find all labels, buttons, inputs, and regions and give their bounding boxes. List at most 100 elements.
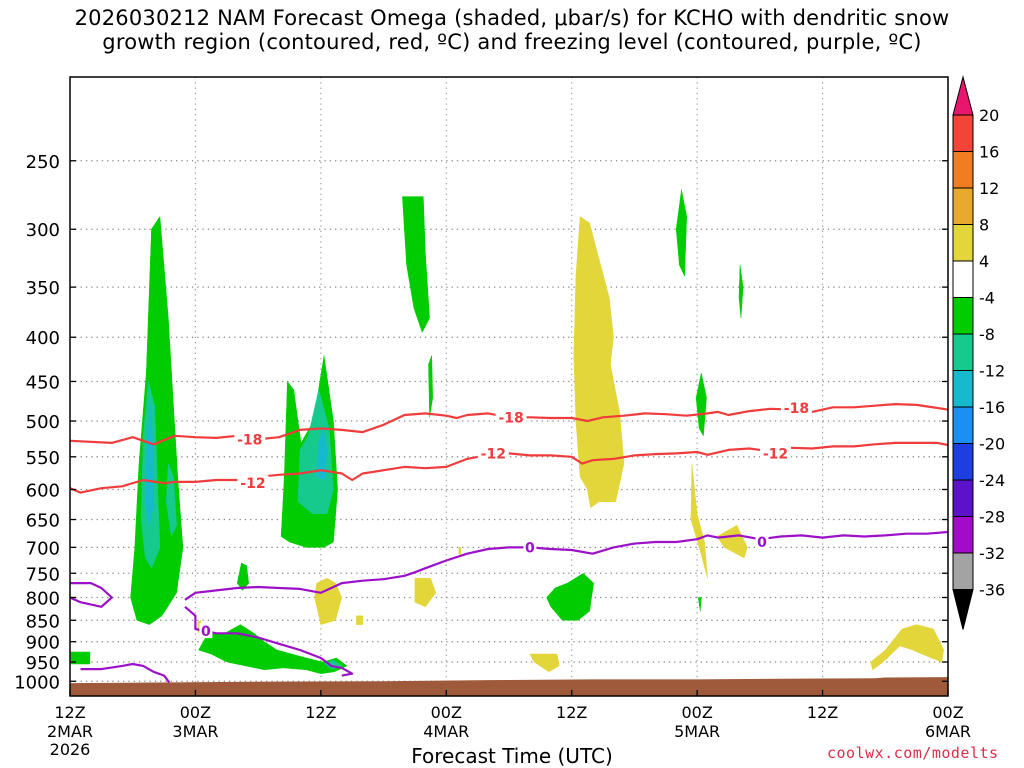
chart-title-line-1: 2026030212 NAM Forecast Omega (shaded, μ… (74, 6, 950, 30)
credit-text: coolwx.com/modelts (827, 744, 999, 762)
y-tick-label-400: 400 (26, 328, 60, 349)
contour-label-bg (755, 533, 769, 549)
colorbar-label-8: -16 (979, 398, 1005, 417)
y-tick-label-800: 800 (26, 588, 60, 609)
colorbar-label-13: -36 (979, 581, 1005, 600)
colorbar-label-7: -12 (979, 362, 1005, 381)
x-tick-label-0-line1: 12Z (54, 703, 85, 722)
omega-region-12 (428, 355, 433, 418)
contour-line-5 (184, 605, 354, 677)
y-tick-label-550: 550 (26, 448, 60, 469)
y-tick-label-300: 300 (26, 220, 60, 241)
contour-label-bg (237, 475, 269, 491)
omega-region-2 (145, 405, 154, 526)
omega-region-13 (546, 572, 594, 621)
x-tick-label-12-line2: 3MAR (172, 722, 218, 741)
x-tick-label-60-line1: 00Z (681, 703, 712, 722)
contour-line-4 (184, 530, 948, 601)
colorbar-label-11: -28 (979, 508, 1005, 527)
x-tick-label-72-line1: 12Z (807, 703, 838, 722)
contour-label-0-0: -18 (237, 432, 262, 448)
contour-label-2-1: 0 (525, 540, 535, 556)
colorbar-label-4: 4 (979, 252, 989, 271)
colorbar-swatch-1 (952, 114, 974, 152)
contour-label-1-2: -12 (763, 446, 788, 462)
omega-region-18 (573, 216, 625, 509)
colorbar-swatch-6 (952, 297, 974, 335)
y-tick-label-700: 700 (26, 538, 60, 559)
omega-region-24 (529, 653, 560, 673)
colorbar-swatch-13 (952, 552, 974, 590)
y-tick-label-450: 450 (26, 372, 60, 393)
colorbar-label-9: -20 (979, 435, 1005, 454)
omega-region-22 (414, 577, 437, 608)
y-tick-label-750: 750 (26, 564, 60, 585)
colorbar-label-2: 12 (979, 179, 999, 198)
colorbar-swatch-7 (952, 333, 974, 371)
omega-region-14 (675, 189, 687, 277)
omega-region-11 (402, 196, 430, 334)
colorbar-label-3: 8 (979, 216, 989, 235)
y-tick-label-1000: 1000 (14, 672, 60, 693)
x-tick-label-84-line1: 00Z (932, 703, 963, 722)
omega-region-15 (695, 372, 707, 437)
y-axis: 2503003504004505005506006507007508008509… (14, 152, 948, 693)
x-tick-label-60-line2: 5MAR (674, 722, 720, 741)
contour-line-1 (70, 441, 948, 494)
omega-region-17 (697, 597, 702, 612)
x-axis-title: Forecast Time (UTC) (411, 744, 613, 768)
contour-label-bg (199, 623, 213, 639)
colorbar-bottom-triangle (952, 589, 974, 630)
contour-label-bg (780, 400, 812, 416)
contour-label-bg (523, 539, 537, 555)
colorbar-swatch-2 (952, 151, 974, 189)
contour-label-bg (760, 445, 792, 461)
contour-label-2-2: 0 (757, 535, 767, 551)
colorbar-top-triangle (952, 75, 974, 116)
terrain-fill (70, 677, 948, 696)
colorbar-swatch-9 (952, 406, 974, 444)
x-tick-label-0-line3: 2026 (50, 740, 91, 759)
omega-region-27 (458, 547, 462, 556)
x-tick-label-36-line1: 00Z (431, 703, 462, 722)
omega-region-6 (316, 428, 328, 481)
x-tick-label-24-line1: 12Z (305, 703, 336, 722)
y-tick-label-250: 250 (26, 152, 60, 173)
omega-region-20 (716, 524, 748, 559)
omega-shading (70, 189, 945, 674)
chart-title: 2026030212 NAM Forecast Omega (shaded, μ… (0, 6, 1024, 54)
omega-region-25 (870, 624, 945, 671)
x-tick-label-12-line1: 00Z (180, 703, 211, 722)
colorbar-swatch-5 (952, 260, 974, 298)
colorbar-label-10: -24 (979, 471, 1005, 490)
plot-area (70, 77, 948, 696)
colorbar: 20 16 12 8 4 -4 -8 -12 -16 -20 -24 -28 -32 -36 (952, 75, 1005, 630)
colorbar-label-0: 20 (979, 106, 999, 125)
contour-labels: -18 -18 -18 -12 -12 -12 0 0 0 (199, 400, 812, 640)
y-tick-label-650: 650 (26, 511, 60, 532)
contour-label-1-0: -12 (240, 476, 265, 492)
contour-line-3 (70, 581, 113, 608)
colorbar-swatch-8 (952, 370, 974, 408)
omega-region-7 (198, 624, 348, 674)
omega-region-10 (236, 562, 249, 591)
omega-region-9 (70, 651, 91, 665)
colorbar-label-6: -8 (979, 325, 995, 344)
colorbar-swatch-4 (952, 224, 974, 262)
omega-region-23 (356, 615, 363, 625)
colorbar-swatch-10 (952, 443, 974, 481)
x-tick-label-36-line2: 4MAR (423, 722, 469, 741)
colorbar-label-12: -32 (979, 544, 1005, 563)
x-tick-label-0-line2: 2MAR (47, 722, 93, 741)
contour-label-bg (495, 409, 527, 425)
contour-line-2 (80, 662, 171, 684)
colorbar-label-5: -4 (979, 289, 995, 308)
y-tick-label-350: 350 (26, 278, 60, 299)
contour-label-bg (234, 431, 266, 447)
y-tick-label-600: 600 (26, 480, 60, 501)
y-tick-label-500: 500 (26, 412, 60, 433)
chart-title-line-2: growth region (contoured, red, ºC) and f… (102, 30, 922, 54)
contour-label-0-2: -18 (784, 401, 809, 417)
plot-frame (69, 76, 949, 697)
